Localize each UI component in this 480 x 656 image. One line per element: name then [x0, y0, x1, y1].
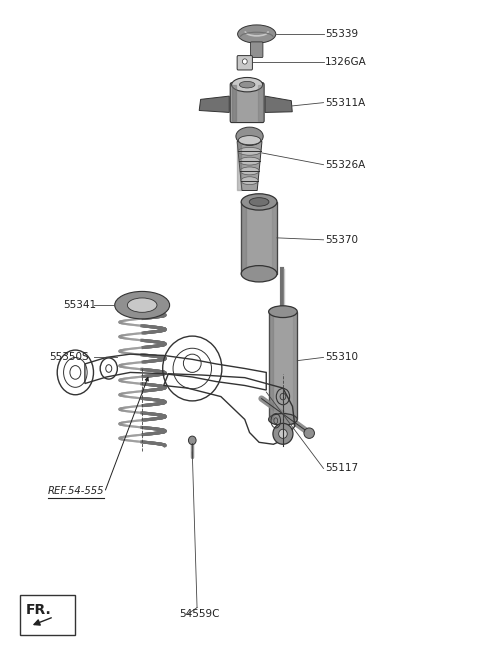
Text: FR.: FR. [26, 603, 52, 617]
Ellipse shape [238, 148, 261, 155]
Ellipse shape [241, 176, 258, 184]
Ellipse shape [236, 127, 263, 146]
Ellipse shape [273, 423, 293, 444]
FancyBboxPatch shape [251, 42, 263, 58]
Text: 55350S: 55350S [49, 352, 89, 362]
Text: 55310: 55310 [325, 352, 358, 362]
Text: 55311A: 55311A [325, 98, 365, 108]
FancyBboxPatch shape [237, 56, 252, 70]
Text: 54559C: 54559C [180, 609, 220, 619]
Ellipse shape [242, 59, 247, 64]
Ellipse shape [232, 77, 263, 92]
Ellipse shape [249, 197, 269, 206]
Ellipse shape [115, 291, 169, 319]
Ellipse shape [269, 306, 297, 318]
Ellipse shape [269, 413, 297, 425]
Ellipse shape [239, 136, 261, 145]
Ellipse shape [127, 298, 157, 312]
Polygon shape [237, 142, 262, 190]
Polygon shape [269, 312, 297, 419]
Text: 55117: 55117 [325, 463, 358, 474]
Polygon shape [199, 96, 229, 112]
Ellipse shape [189, 436, 196, 445]
Polygon shape [265, 96, 292, 112]
Text: 55326A: 55326A [325, 159, 365, 170]
FancyBboxPatch shape [230, 83, 264, 123]
Ellipse shape [238, 25, 276, 43]
Ellipse shape [240, 81, 255, 88]
Text: 55370: 55370 [325, 235, 358, 245]
Ellipse shape [241, 194, 277, 210]
Ellipse shape [239, 157, 260, 165]
Ellipse shape [304, 428, 314, 438]
Ellipse shape [279, 429, 287, 438]
Text: 55341: 55341 [63, 300, 96, 310]
Text: REF.54-555: REF.54-555 [48, 486, 105, 497]
Ellipse shape [241, 266, 277, 282]
Text: 1326GA: 1326GA [325, 57, 367, 67]
Polygon shape [241, 202, 277, 274]
Ellipse shape [240, 167, 259, 174]
Text: 55339: 55339 [325, 29, 358, 39]
